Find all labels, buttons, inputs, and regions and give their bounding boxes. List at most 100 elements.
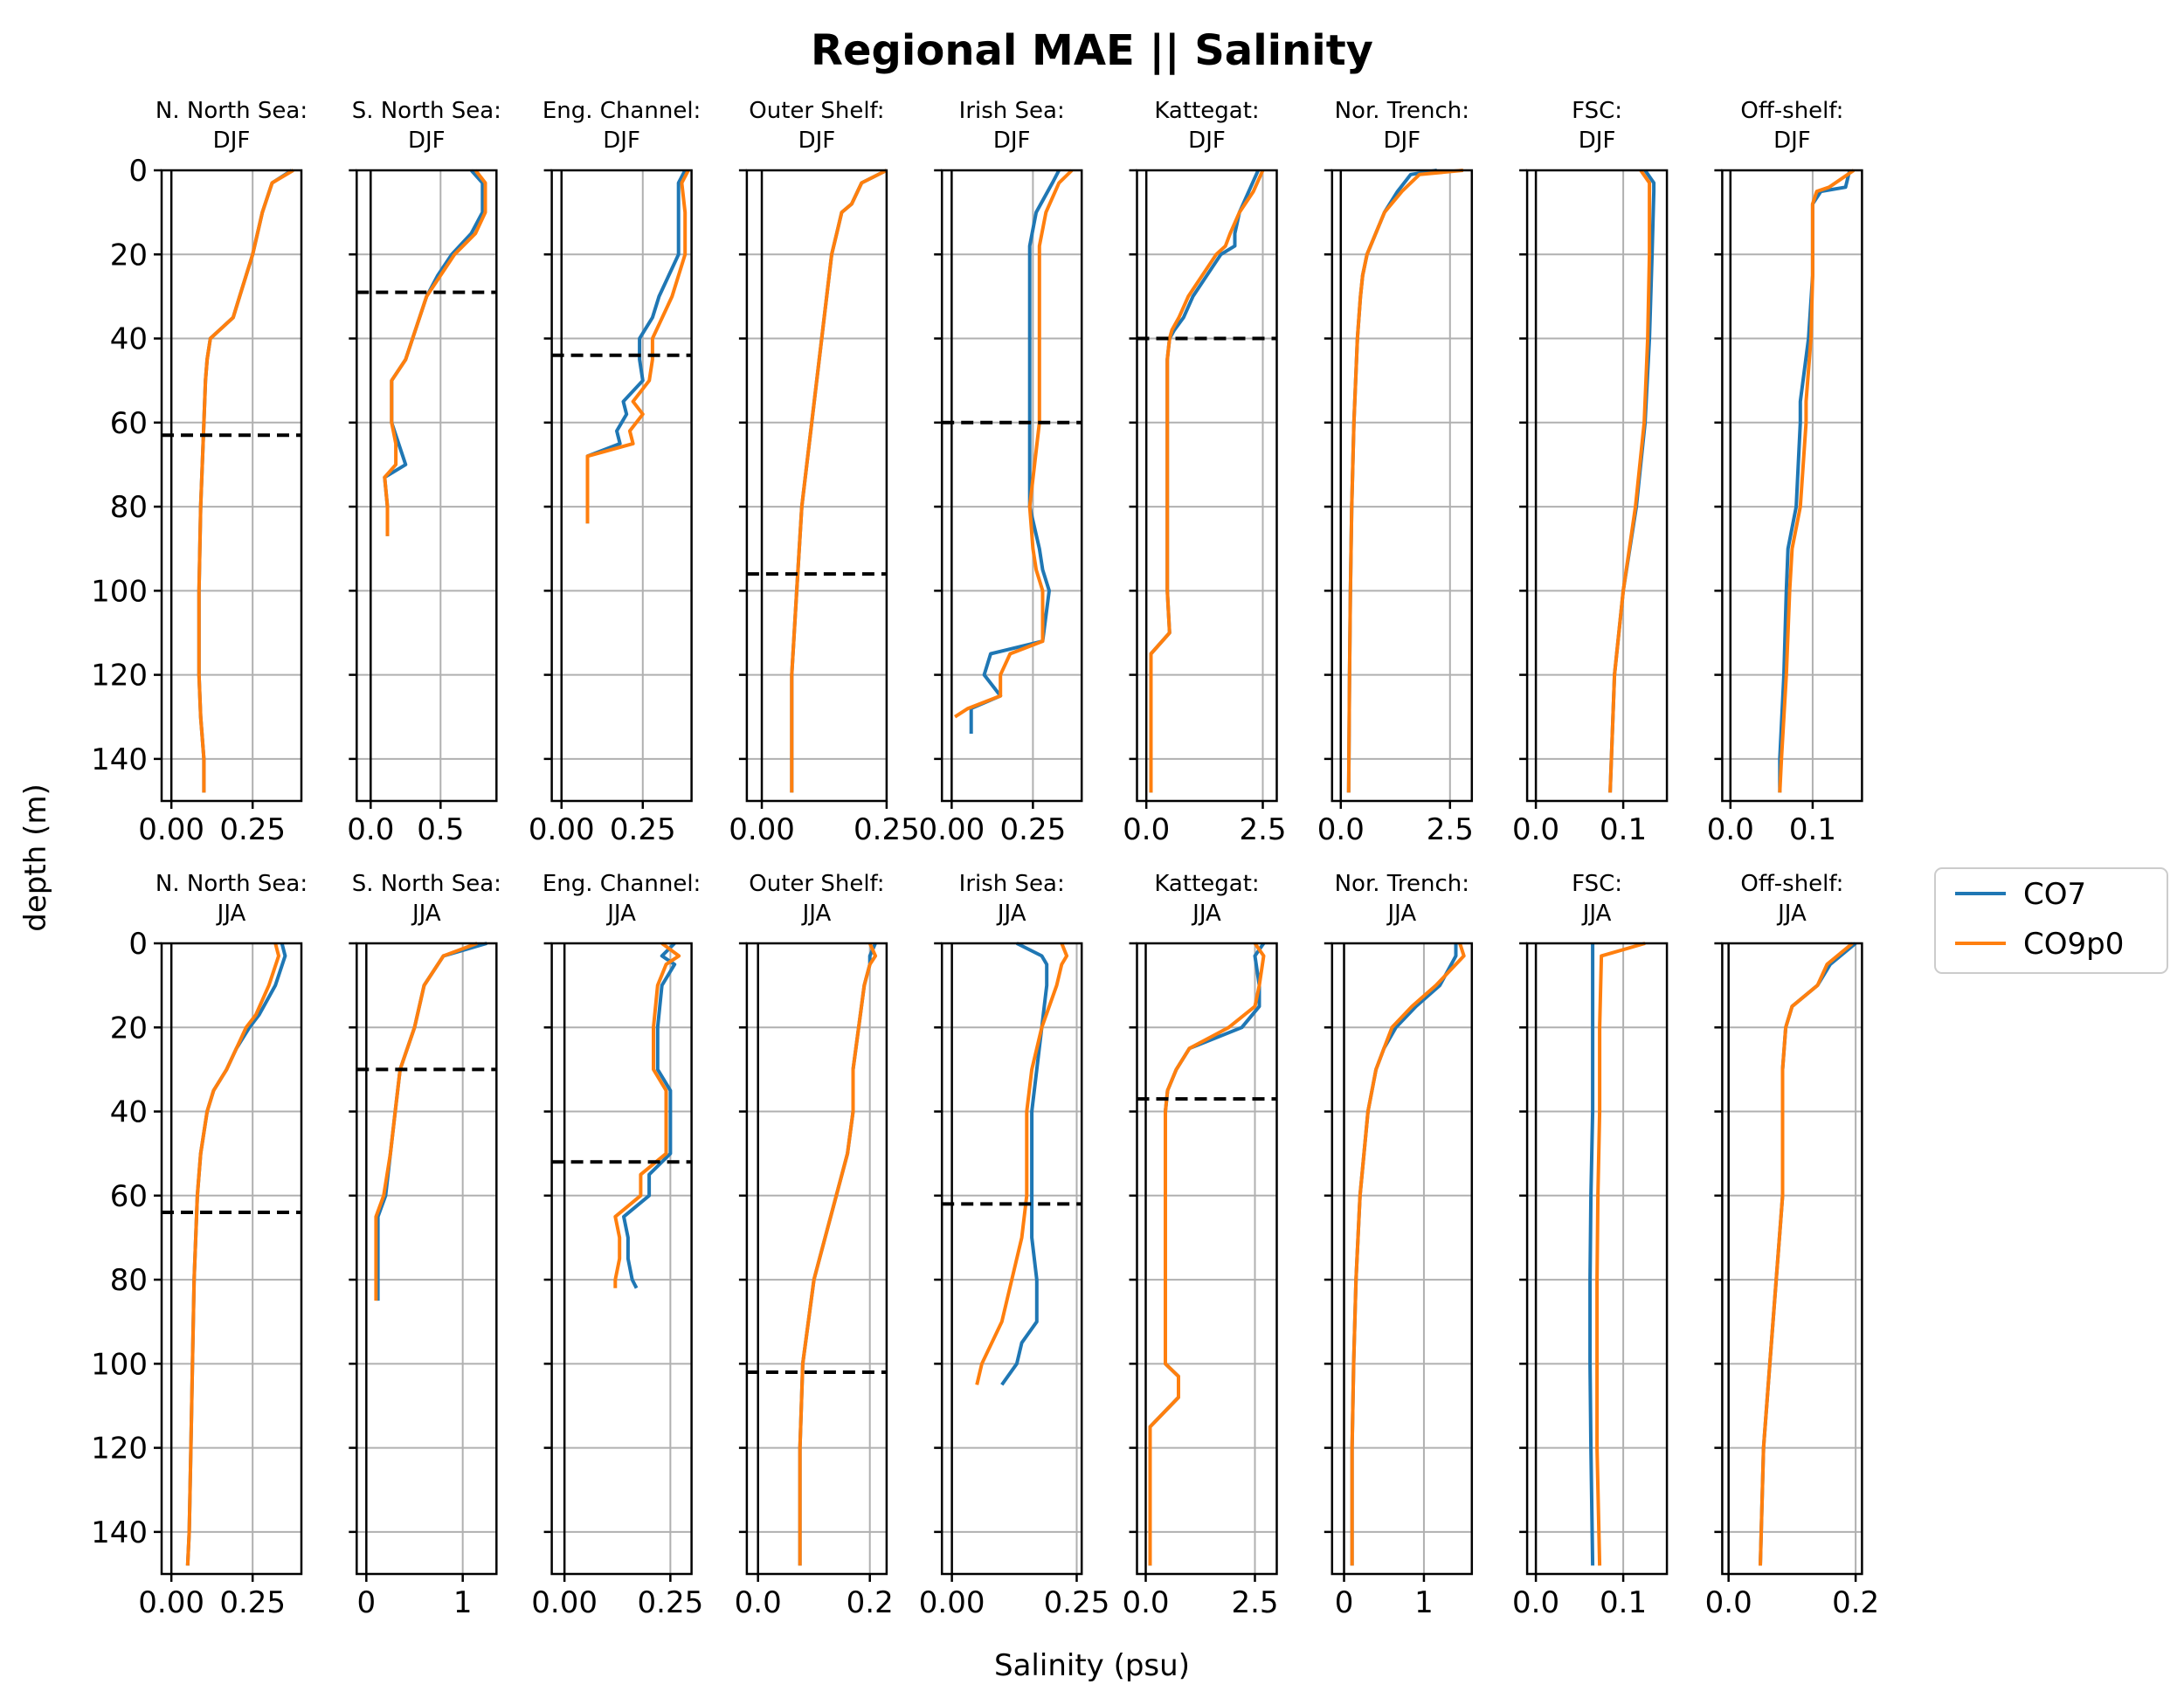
x-tick-label: 1 — [1414, 1585, 1434, 1620]
series-line-co9p0 — [185, 942, 280, 1566]
series-line-co9p0 — [374, 942, 478, 1301]
panel-title-region: Irish Sea: — [959, 871, 1065, 897]
x-tick-label: 0.00 — [919, 812, 985, 847]
x-axis-label: Salinity (psu) — [994, 1648, 1190, 1683]
x-tick-label: 0.25 — [219, 1585, 286, 1620]
panel-title-season: JJA — [1776, 901, 1807, 927]
panel-5: 0.00 0.25 Irish Sea: DJF — [919, 98, 1083, 847]
series-line-co9p0 — [1759, 942, 1854, 1566]
panel-frame — [550, 169, 693, 803]
panel-1: 0 20 40 60 80 100 120 140 0.00 0.25 N. North Sea: D… — [91, 98, 308, 847]
x-tick-label: 0.0 — [1317, 812, 1365, 847]
series-line-co9p0 — [613, 942, 681, 1288]
y-tick-label: 100 — [91, 574, 148, 609]
legend-label-co7: CO7 — [2023, 877, 2086, 912]
panel-frame — [1136, 169, 1278, 803]
panel-title-region: S. North Sea: — [352, 871, 501, 897]
y-tick-label: 80 — [110, 1263, 148, 1298]
panel-title-season: DJF — [1773, 128, 1811, 154]
panel-frame — [1721, 169, 1863, 803]
panel-title-region: Outer Shelf: — [749, 871, 884, 897]
series-line-co9p0 — [1149, 169, 1265, 793]
panel-frame — [745, 942, 888, 1576]
x-tick-label: 0.2 — [847, 1585, 894, 1620]
x-tick-label: 0.1 — [1600, 812, 1647, 847]
y-tick-label: 0 — [128, 927, 148, 962]
panel-title-season: DJF — [408, 128, 446, 154]
x-tick-label: 1 — [453, 1585, 473, 1620]
x-tick-label: 2.5 — [1239, 812, 1286, 847]
series-line-co9p0 — [585, 169, 690, 524]
panel-16: 0 1 Nor. Trench: JJA — [1324, 871, 1474, 1620]
panel-frame — [745, 169, 888, 803]
panel-2: 0.0 0.5 S. North Sea: DJF — [347, 98, 501, 847]
y-tick-label: 60 — [110, 406, 148, 441]
panel-title-season: DJF — [1188, 128, 1226, 154]
series-line-co9p0 — [1778, 169, 1856, 793]
panel-title-region: N. North Sea: — [156, 98, 308, 124]
y-tick-label: 20 — [110, 238, 148, 273]
panel-12: 0.00 0.25 Eng. Channel: JJA — [531, 871, 703, 1620]
x-tick-label: 0.0 — [1705, 1585, 1752, 1620]
panel-title-season: JJA — [411, 901, 441, 927]
panel-13: 0.0 0.2 Outer Shelf: JJA — [735, 871, 894, 1620]
panel-11: 0 1 S. North Sea: JJA — [349, 871, 501, 1620]
x-tick-label: 0.1 — [1600, 1585, 1647, 1620]
series-line-co7 — [969, 169, 1061, 734]
panel-frame — [1525, 942, 1669, 1576]
panel-title-region: Eng. Channel: — [543, 98, 701, 124]
panel-title-season: JJA — [1386, 901, 1416, 927]
x-tick-label: 0.5 — [417, 812, 464, 847]
panel-4: 0.00 0.25 Outer Shelf: DJF — [729, 98, 920, 847]
series-line-co7 — [1778, 169, 1852, 793]
panel-frame — [160, 942, 303, 1576]
x-tick-label: 0.0 — [1512, 812, 1559, 847]
panel-title-region: Outer Shelf: — [749, 98, 884, 124]
y-tick-label: 140 — [91, 1515, 148, 1550]
panel-frame — [1525, 169, 1669, 803]
series-line-co9p0 — [383, 169, 487, 536]
panel-frame — [550, 942, 693, 1576]
y-tick-label: 60 — [110, 1179, 148, 1214]
y-tick-label: 40 — [110, 1095, 148, 1130]
panel-frame — [160, 169, 303, 803]
panel-title-season: DJF — [993, 128, 1031, 154]
panel-15: 0.0 2.5 Kattegat: JJA — [1122, 871, 1278, 1620]
legend-label-co9p0: CO9p0 — [2023, 927, 2124, 962]
panel-3: 0.00 0.25 Eng. Channel: DJF — [529, 98, 701, 847]
series-line-co7 — [622, 942, 677, 1289]
x-tick-label: 0.00 — [529, 812, 595, 847]
panel-title-region: Nor. Trench: — [1335, 871, 1469, 897]
x-tick-label: 0.00 — [919, 1585, 985, 1620]
x-tick-label: 0.25 — [854, 812, 920, 847]
panel-title-region: FSC: — [1572, 871, 1622, 897]
panel-title-region: Eng. Channel: — [543, 871, 701, 897]
x-tick-label: 0.00 — [729, 812, 795, 847]
series-line-co9p0 — [1608, 169, 1652, 793]
x-tick-label: 2.5 — [1427, 812, 1474, 847]
panel-7: 0.0 2.5 Nor. Trench: DJF — [1317, 98, 1474, 847]
panel-title-season: JJA — [1191, 901, 1221, 927]
series-line-co9p0 — [1346, 169, 1463, 793]
panel-title-season: JJA — [996, 901, 1026, 927]
y-tick-label: 120 — [91, 659, 148, 694]
x-tick-label: 0.00 — [138, 812, 204, 847]
series-line-co7 — [1588, 943, 1595, 1566]
y-axis-label: depth (m) — [18, 783, 53, 931]
legend: CO7 CO9p0 — [1934, 867, 2168, 974]
panel-title-region: Kattegat: — [1154, 98, 1259, 124]
x-tick-label: 2.5 — [1231, 1585, 1278, 1620]
x-tick-label: 0.1 — [1789, 812, 1836, 847]
figure-title: Regional MAE || Salinity — [811, 26, 1373, 75]
panel-frame — [1330, 942, 1474, 1576]
x-tick-label: 0.2 — [1832, 1585, 1879, 1620]
y-tick-label: 140 — [91, 742, 148, 777]
panel-frame — [940, 942, 1083, 1576]
y-tick-label: 40 — [110, 322, 148, 357]
series-line-co9p0 — [1148, 942, 1266, 1566]
series-line-co9p0 — [1595, 942, 1646, 1566]
panel-title-season: JJA — [1581, 901, 1612, 927]
x-tick-label: 0.0 — [1707, 812, 1754, 847]
x-tick-label: 0.0 — [1123, 812, 1170, 847]
